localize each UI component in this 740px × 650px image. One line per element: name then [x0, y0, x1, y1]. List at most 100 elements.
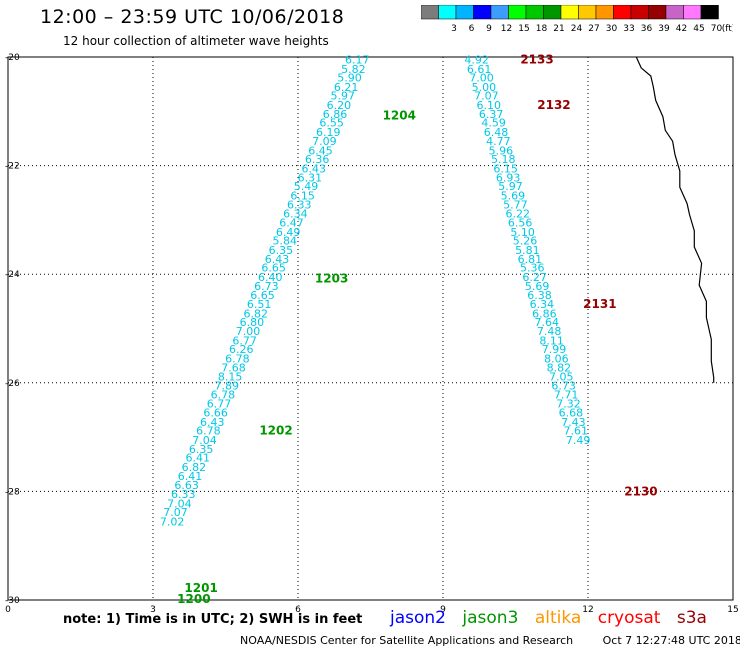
swh-value-label: 7.02: [160, 515, 185, 528]
swh-value-label: 6.68: [559, 407, 584, 420]
x-tick-label: 15: [727, 605, 738, 615]
y-tick-label: -26: [5, 379, 20, 389]
swh-value-label: 6.41: [186, 452, 211, 465]
scale-tick-label: 45: [693, 24, 704, 34]
swh-value-label: 6.81: [518, 253, 543, 266]
swh-value-label: 6.33: [287, 199, 312, 212]
swh-value-label: 6.26: [229, 343, 254, 356]
scale-tick-label: 9: [486, 24, 492, 34]
swh-value-label: 5.82: [341, 63, 366, 76]
swh-value-label: 6.27: [522, 271, 547, 284]
scale-tick-label: 42: [676, 24, 687, 34]
swh-value-label: 5.81: [515, 244, 540, 257]
swh-value-label: 5.97: [498, 180, 523, 193]
swh-value-label: 6.34: [283, 207, 308, 220]
swh-value-label: 6.78: [211, 389, 236, 402]
swh-value-label: 8.06: [544, 352, 569, 365]
swh-value-label: 7.32: [556, 397, 581, 410]
swh-value-label: 6.86: [532, 307, 557, 320]
swh-value-label: 4.59: [481, 117, 506, 130]
swh-value-label: 7.00: [469, 72, 494, 85]
swh-value-label: 6.40: [258, 271, 283, 284]
scale-tick-label: 24: [571, 24, 583, 34]
swh-value-label: 7.89: [215, 380, 240, 393]
swh-value-label: 6.43: [265, 253, 290, 266]
swh-value-label: 6.77: [207, 397, 232, 410]
swh-value-label: 6.31: [298, 172, 323, 185]
chart-subtitle: 12 hour collection of altimeter wave hei…: [63, 34, 329, 48]
swh-value-label: 5.90: [337, 72, 362, 85]
scale-unit-label: (ft): [722, 24, 733, 34]
x-tick-label: 0: [5, 605, 11, 615]
swh-value-label: 5.69: [525, 280, 550, 293]
swh-value-label: 6.80: [240, 316, 265, 329]
swh-value-label: 6.55: [319, 117, 344, 130]
swh-value-label: 6.63: [174, 479, 199, 492]
pass-time-label: 2131: [583, 297, 616, 311]
swh-value-label: 4.77: [486, 135, 511, 148]
pass-time-label: 1200: [177, 592, 210, 606]
generated-timestamp: Oct 7 12:27:48 UTC 2018: [602, 634, 740, 647]
swh-value-label: 7.64: [535, 316, 560, 329]
swh-value-label: 6.61: [467, 63, 492, 76]
y-tick-label: -28: [5, 487, 20, 497]
footer: NOAA/NESDIS Center for Satellite Applica…: [240, 634, 740, 647]
swh-value-label: 5.97: [331, 90, 356, 103]
swh-value-label: 6.10: [477, 99, 502, 112]
y-tick-label: -30: [5, 596, 20, 606]
pass-time-label: 1201: [184, 581, 217, 595]
swh-value-label: 6.73: [254, 280, 279, 293]
scale-tick-label: 18: [536, 24, 548, 34]
x-tick-label: 12: [582, 605, 593, 615]
pass-time-label: 2132: [537, 98, 570, 112]
swh-value-label: 6.38: [527, 289, 552, 302]
swh-value-label: 7.99: [542, 343, 567, 356]
swh-value-label: 6.82: [182, 461, 207, 474]
y-tick-label: -24: [5, 270, 20, 280]
scale-tick-label: 27: [588, 24, 599, 34]
swh-value-label: 7.04: [167, 497, 192, 510]
scale-tick-label: 39: [658, 24, 670, 34]
swh-value-label: 6.65: [250, 289, 275, 302]
scale-tick-label: 21: [553, 24, 564, 34]
scale-tick-label: 70: [711, 24, 723, 34]
swh-value-label: 6.35: [269, 244, 294, 257]
pass-time-label: 1203: [315, 272, 348, 286]
swh-value-label: 5.49: [294, 180, 319, 193]
mission-cryosat: cryosat: [597, 608, 661, 628]
swh-value-label: 6.77: [232, 334, 257, 347]
swh-value-label: 7.68: [221, 362, 246, 375]
swh-value-label: 6.19: [316, 126, 341, 139]
swh-value-label: 6.78: [225, 352, 250, 365]
swh-value-label: 6.21: [334, 81, 359, 94]
swh-value-label: 6.45: [308, 144, 333, 157]
scale-swatch: [700, 5, 719, 20]
pass-time-label: 2133: [520, 53, 553, 67]
source-credit: NOAA/NESDIS Center for Satellite Applica…: [240, 634, 574, 647]
pass-time-label: 1202: [259, 424, 292, 438]
swh-value-label: 7.07: [474, 90, 499, 103]
scale-tick-label: 12: [501, 24, 512, 34]
swh-value-label: 5.00: [472, 81, 497, 94]
swh-value-label: 7.09: [312, 135, 337, 148]
swh-value-label: 6.48: [484, 126, 509, 139]
swh-value-label: 5.36: [520, 262, 545, 275]
swh-value-label: 5.69: [501, 189, 526, 202]
swh-value-label: 5.10: [510, 226, 535, 239]
swh-value-label: 6.15: [493, 162, 518, 175]
pass-time-label: 1204: [383, 109, 416, 123]
swh-value-label: 6.86: [323, 108, 348, 121]
swh-value-label: 6.36: [305, 153, 330, 166]
swh-value-label: 6.41: [178, 470, 203, 483]
swh-value-label: 5.18: [491, 153, 516, 166]
scale-tick-label: 6: [469, 24, 475, 34]
swh-value-label: 7.71: [554, 389, 579, 402]
swh-value-label: 6.49: [276, 226, 301, 239]
mission-jason2: jason2: [390, 608, 446, 628]
swh-value-label: 6.43: [302, 162, 327, 175]
swh-value-label: 6.34: [530, 298, 555, 311]
swh-value-label: 6.37: [479, 108, 504, 121]
swh-value-label: 6.78: [196, 425, 221, 438]
